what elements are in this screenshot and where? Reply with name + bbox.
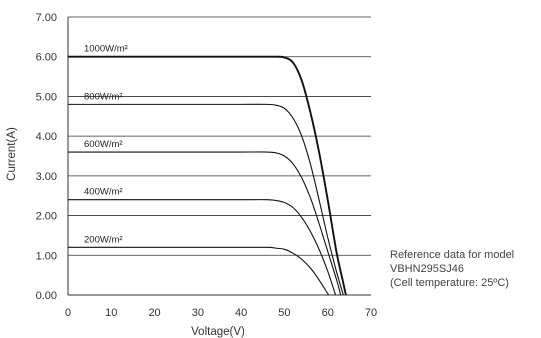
reference-note: Reference data for model VBHN295SJ46 (Ce… xyxy=(390,248,514,290)
curve-0 xyxy=(68,55,347,296)
x-tick-label-7: 70 xyxy=(365,307,377,319)
y-axis-title: Current(A) xyxy=(6,127,18,181)
curve-label-4: 200W/m² xyxy=(84,234,123,245)
x-axis-title: Voltage(V) xyxy=(191,326,245,338)
y-tick-label-2: 2.00 xyxy=(36,211,57,223)
x-tick-label-5: 50 xyxy=(278,307,290,319)
y-tick-label-0: 0.00 xyxy=(36,290,57,302)
y-tick-label-5: 5.00 xyxy=(36,91,57,103)
curve-2 xyxy=(67,151,342,296)
y-tick-label-1: 1.00 xyxy=(36,250,57,262)
y-tick-label-6: 6.00 xyxy=(36,52,57,64)
y-tick-label-3: 3.00 xyxy=(36,171,57,183)
y-tick-label-7: 7.00 xyxy=(36,12,57,24)
curve-1 xyxy=(68,103,344,296)
x-tick-labels: 0 10 20 30 40 50 60 70 xyxy=(65,307,377,319)
x-tick-label-6: 60 xyxy=(322,307,334,319)
curve-label-0: 1000W/m² xyxy=(84,44,128,55)
curve-4 xyxy=(67,246,330,296)
x-tick-label-4: 40 xyxy=(235,307,247,319)
reference-model: VBHN295SJ46 xyxy=(390,263,464,275)
curve-labels: 1000W/m² 800W/m² 600W/m² 400W/m² 200W/m² xyxy=(84,44,128,246)
y-tick-labels: 0.00 1.00 2.00 3.00 4.00 5.00 6.00 7.00 xyxy=(36,12,57,302)
curves xyxy=(67,55,347,296)
reference-temperature: (Cell temperature: 25ºC) xyxy=(390,277,509,289)
curve-label-1: 800W/m² xyxy=(84,91,123,102)
x-tick-label-1: 10 xyxy=(105,307,117,319)
reference-line-1: Reference data for model xyxy=(390,249,515,261)
axes xyxy=(67,17,371,296)
curve-label-2: 600W/m² xyxy=(84,139,123,150)
curve-label-3: 400W/m² xyxy=(84,187,123,198)
x-tick-label-2: 20 xyxy=(148,307,160,319)
x-tick-label-0: 0 xyxy=(65,307,71,319)
curve-3 xyxy=(67,199,337,296)
y-tick-label-4: 4.00 xyxy=(36,131,57,143)
x-tick-label-3: 30 xyxy=(192,307,204,319)
